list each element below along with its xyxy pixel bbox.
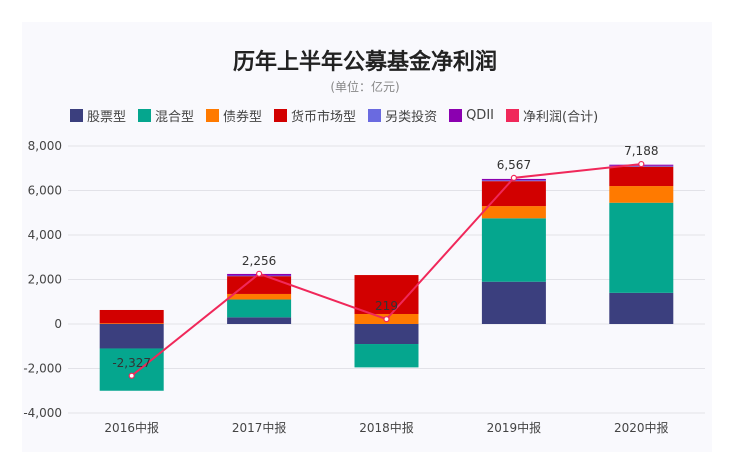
legend-item[interactable]: 混合型 [138, 106, 194, 125]
y-tick-label: -4,000 [23, 406, 62, 420]
bar-segment [99, 324, 164, 349]
legend-swatch [506, 109, 519, 122]
x-tick-label: 2019中报 [487, 420, 542, 435]
bar-segment [99, 323, 164, 324]
net-profit-point [383, 316, 390, 323]
chart-subtitle: (单位：亿元) [330, 80, 400, 94]
data-label: 2,256 [242, 254, 276, 268]
bar-segment [227, 293, 292, 300]
net-profit-point [256, 270, 263, 277]
legend-item[interactable]: 货币市场型 [274, 106, 356, 125]
bar-segment [99, 309, 164, 324]
net-profit-point [128, 372, 135, 379]
y-tick-label: 0 [54, 317, 62, 331]
x-tick-label: 2017中报 [232, 420, 287, 435]
legend-item[interactable]: 另类投资 [368, 106, 437, 125]
chart-title: 历年上半年公募基金净利润 [232, 50, 497, 75]
legend-label: 货币市场型 [291, 110, 357, 125]
bar-segment [227, 299, 292, 318]
legend-label: 净利润(合计) [523, 110, 599, 125]
bar-segment [609, 166, 674, 187]
y-tick-label: -2,000 [23, 362, 62, 376]
net-profit-point [510, 174, 518, 181]
bar-segment [481, 218, 546, 282]
legend-item[interactable]: 净利润(合计) [506, 106, 598, 125]
bar-segment [609, 186, 674, 203]
legend-label: 股票型 [87, 110, 127, 125]
legend-item[interactable]: 债券型 [206, 106, 262, 125]
x-tick-label: 2016中报 [104, 420, 159, 435]
legend-swatch [70, 109, 83, 122]
net-profit-point [638, 160, 645, 168]
y-tick-label: 6,000 [28, 184, 62, 198]
legend-label: QDII [466, 108, 494, 123]
x-tick-label: 2020中报 [614, 420, 669, 435]
bar-segment [227, 317, 292, 324]
legend: 股票型 混合型 债券型 货币市场型 另类投资 QDII 净利润(合计) [70, 106, 598, 125]
data-label: -2,327 [112, 356, 151, 370]
bar-segment [99, 348, 164, 391]
x-tick-label: 2018中报 [359, 420, 414, 435]
legend-swatch [449, 109, 463, 122]
legend-label: 债券型 [223, 110, 263, 125]
y-tick-label: 2,000 [28, 273, 62, 287]
legend-swatch [206, 109, 220, 122]
bar-segment [609, 202, 674, 293]
bar-segment [481, 206, 546, 219]
legend-swatch [368, 109, 382, 122]
data-label: 6,567 [497, 158, 531, 172]
y-tick-label: 4,000 [28, 228, 62, 242]
legend-item[interactable]: 股票型 [70, 106, 126, 125]
legend-label: 另类投资 [385, 110, 438, 125]
bar-segment [227, 276, 292, 294]
y-tick-label: 8,000 [28, 139, 62, 153]
bar-segment [609, 292, 674, 324]
bar-segment [354, 324, 419, 345]
data-label: 7,188 [624, 144, 658, 158]
data-label: 219 [375, 299, 398, 313]
legend-item[interactable]: QDII [449, 106, 494, 125]
legend-swatch [138, 109, 152, 122]
legend-label: 混合型 [155, 110, 195, 125]
bar-segment [354, 344, 419, 368]
bar-segment [481, 281, 546, 324]
legend-swatch [274, 109, 288, 122]
